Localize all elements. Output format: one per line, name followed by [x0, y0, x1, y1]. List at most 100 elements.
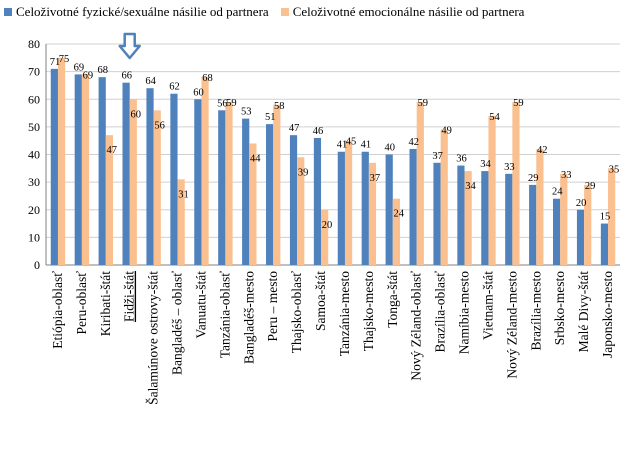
bar-physical: [242, 118, 250, 266]
data-label-physical: 41: [361, 140, 372, 151]
bar-physical: [74, 74, 82, 265]
bar-emotional: [416, 102, 424, 265]
category-label: Srbsko-mesto: [552, 271, 567, 346]
category-label: Tanzánia-mesto: [337, 271, 352, 357]
y-tick-label: 10: [28, 230, 40, 244]
bar-emotional: [177, 179, 185, 265]
category-label: Namíbia-mesto: [457, 271, 472, 354]
data-label-emotional: 54: [489, 112, 500, 123]
bar-physical: [409, 148, 417, 265]
bar-physical: [337, 151, 345, 265]
y-tick-label: 0: [34, 258, 40, 272]
y-tick-label: 70: [28, 65, 40, 79]
bar-physical: [433, 162, 441, 265]
bar-physical: [313, 137, 322, 265]
data-label-physical: 66: [121, 71, 132, 82]
data-label-emotional: 35: [609, 164, 620, 175]
data-label-emotional: 42: [537, 145, 548, 156]
bar-emotional: [512, 102, 520, 265]
category-label: Bangladéš-mesto: [241, 271, 256, 364]
bar-physical: [98, 77, 106, 266]
data-label-physical: 36: [456, 154, 467, 165]
category-label: Thajsko-oblasť: [289, 271, 304, 353]
data-label-physical: 51: [265, 112, 276, 123]
category-label: Tonga-štát: [385, 271, 400, 328]
data-label-physical: 42: [408, 137, 419, 148]
bar-emotional: [392, 198, 400, 265]
data-label-physical: 29: [528, 173, 539, 184]
bar-emotional: [297, 157, 305, 265]
bar-physical: [457, 165, 465, 265]
category-label: Tanzánia-oblasť: [217, 271, 232, 359]
data-label-physical: 34: [480, 159, 491, 170]
category-label: Šalamúnove ostrovy-štát: [146, 271, 161, 405]
bar-emotional: [225, 102, 233, 265]
data-label-physical: 37: [432, 151, 443, 162]
bar-emotional: [368, 162, 377, 265]
data-label-emotional: 34: [465, 181, 476, 192]
category-label: Nový Zéland-mesto: [504, 271, 519, 379]
bar-emotional: [584, 184, 592, 265]
data-label-emotional: 49: [441, 126, 452, 137]
category-label: Vanuatu-štát: [193, 271, 208, 339]
legend-swatch-physical: [4, 8, 12, 16]
bar-emotional: [608, 168, 616, 265]
y-tick-label: 40: [28, 148, 40, 162]
category-label: Nový Zéland-oblasť: [409, 271, 424, 381]
bar-physical: [146, 88, 154, 265]
bar-emotional: [440, 129, 448, 265]
bar-physical: [170, 93, 178, 265]
category-label: Japonsko-mesto: [600, 271, 615, 358]
legend-label-physical: Celoživotné fyzické/sexuálne násilie od …: [16, 4, 269, 19]
bar-emotional: [153, 110, 161, 265]
bar-physical: [194, 99, 202, 265]
data-label-emotional: 33: [561, 170, 572, 181]
y-tick-label: 30: [28, 175, 40, 189]
bar-emotional: [273, 104, 281, 266]
bar-emotional: [201, 77, 209, 266]
data-label-physical: 60: [193, 87, 204, 98]
category-label: Fidži-štát: [122, 271, 137, 322]
data-label-emotional: 45: [346, 137, 357, 148]
data-label-emotional: 59: [513, 98, 524, 109]
data-label-emotional: 47: [107, 145, 118, 156]
data-label-emotional: 29: [585, 181, 596, 192]
data-label-emotional: 59: [226, 98, 237, 109]
bar-emotional: [321, 209, 329, 265]
data-label-physical: 15: [600, 212, 611, 223]
data-label-physical: 41: [337, 140, 348, 151]
bar-physical: [218, 110, 226, 265]
legend-label-emotional: Celoživotné emocionálne násilie od partn…: [292, 4, 525, 19]
bar-emotional: [129, 99, 137, 265]
data-label-emotional: 56: [154, 120, 165, 131]
data-label-physical: 71: [50, 57, 61, 68]
y-tick-label: 20: [28, 203, 40, 217]
data-label-physical: 56: [217, 98, 228, 109]
data-label-physical: 69: [74, 62, 85, 73]
bar-emotional: [464, 171, 472, 265]
bar-emotional: [344, 140, 353, 265]
bar-physical: [385, 154, 393, 265]
data-label-physical: 46: [313, 126, 324, 137]
bar-emotional: [249, 143, 257, 265]
data-label-emotional: 37: [370, 173, 381, 184]
data-label-physical: 53: [241, 107, 252, 118]
bar-emotional: [105, 135, 113, 265]
data-label-emotional: 31: [178, 189, 189, 200]
bar-physical: [600, 223, 609, 265]
data-label-emotional: 44: [250, 153, 261, 164]
bar-physical: [553, 198, 561, 265]
bar-emotional: [536, 148, 544, 265]
y-tick-label: 50: [28, 120, 40, 134]
bar-physical: [505, 173, 513, 265]
bar-physical: [122, 82, 130, 265]
bar-physical: [266, 124, 274, 265]
legend: Celoživotné fyzické/sexuálne násilie od …: [4, 3, 536, 21]
data-label-physical: 62: [169, 82, 180, 93]
data-label-physical: 47: [289, 123, 300, 134]
bar-physical: [529, 184, 537, 265]
category-label: Vietnam-štát: [480, 271, 495, 340]
highlight-arrow-icon: [118, 32, 141, 60]
y-tick-label: 80: [28, 37, 40, 51]
bar-physical: [361, 151, 369, 265]
